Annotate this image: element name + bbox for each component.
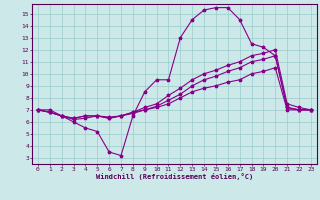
X-axis label: Windchill (Refroidissement éolien,°C): Windchill (Refroidissement éolien,°C) xyxy=(96,173,253,180)
